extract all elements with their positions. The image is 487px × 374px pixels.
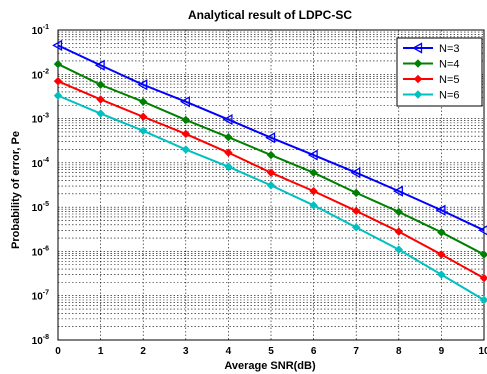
series-marker bbox=[437, 250, 446, 259]
series-marker bbox=[413, 90, 423, 99]
x-tick-label: 5 bbox=[268, 346, 274, 357]
series-marker bbox=[351, 188, 361, 198]
series-marker bbox=[53, 91, 63, 100]
series-marker bbox=[181, 115, 191, 125]
series-n-6 bbox=[53, 91, 487, 305]
series-marker bbox=[53, 76, 63, 86]
legend-label: N=5 bbox=[439, 74, 460, 86]
series-marker bbox=[309, 201, 318, 210]
y-tick-label: 10-6 bbox=[32, 245, 49, 258]
chart-title: Analytical result of LDPC-SC bbox=[188, 8, 352, 22]
series-marker bbox=[394, 245, 404, 254]
x-tick-label: 2 bbox=[140, 346, 146, 357]
series-marker bbox=[307, 149, 318, 161]
series-marker bbox=[392, 185, 403, 197]
y-tick-label: 10-1 bbox=[32, 24, 49, 37]
series-line bbox=[57, 44, 485, 232]
series-marker bbox=[222, 113, 233, 126]
series-marker bbox=[309, 186, 318, 196]
x-tick-label: 6 bbox=[311, 346, 317, 357]
y-tick-label: 10-7 bbox=[32, 290, 49, 303]
series-marker bbox=[350, 167, 361, 179]
series-marker bbox=[224, 132, 233, 142]
y-tick-label: 10-3 bbox=[32, 113, 49, 126]
series-marker bbox=[435, 204, 446, 216]
series-marker bbox=[351, 223, 361, 232]
series-marker bbox=[94, 59, 105, 71]
x-tick-label: 3 bbox=[183, 346, 189, 357]
series-marker bbox=[437, 228, 446, 237]
x-axis-label: Average SNR(dB) bbox=[224, 360, 316, 372]
series-marker bbox=[138, 97, 148, 106]
legend-item: N=3 bbox=[403, 42, 460, 55]
series-marker bbox=[137, 79, 148, 91]
series-marker bbox=[351, 206, 361, 216]
x-tick-labels: 0 1 2 3 4 5 6 7 8 9 10 bbox=[55, 346, 487, 357]
series-marker bbox=[52, 39, 63, 51]
series-n-4 bbox=[53, 59, 487, 259]
x-tick-label: 7 bbox=[353, 346, 359, 357]
series-marker bbox=[224, 148, 233, 157]
series-marker bbox=[479, 250, 487, 259]
series-marker bbox=[138, 126, 148, 135]
x-tick-label: 4 bbox=[226, 346, 232, 357]
legend-label: N=3 bbox=[439, 43, 460, 55]
legend-item: N=5 bbox=[403, 74, 460, 86]
legend-item: N=4 bbox=[403, 59, 460, 71]
x-tick-label: 8 bbox=[396, 346, 402, 357]
y-tick-labels: 10-8 10-7 10-6 10-5 10-4 10-3 10-2 10-1 bbox=[32, 24, 49, 347]
legend-label: N=4 bbox=[439, 59, 460, 71]
series-marker bbox=[96, 109, 105, 118]
plot-frame bbox=[57, 29, 485, 341]
series-marker bbox=[179, 96, 190, 108]
series-layer bbox=[52, 39, 487, 305]
series-marker bbox=[181, 145, 191, 154]
series-marker bbox=[478, 225, 487, 236]
y-tick-label: 10-8 bbox=[32, 334, 49, 347]
series-marker bbox=[394, 207, 404, 217]
x-tick-label: 10 bbox=[478, 346, 487, 357]
series-marker bbox=[479, 295, 487, 305]
series-n-5 bbox=[53, 76, 487, 283]
series-marker bbox=[309, 168, 318, 177]
legend-item: N=6 bbox=[403, 90, 460, 102]
series-marker bbox=[413, 74, 423, 84]
series-marker bbox=[96, 95, 105, 104]
series-marker bbox=[266, 150, 276, 160]
y-tick-label: 10-5 bbox=[32, 201, 49, 214]
series-marker bbox=[96, 80, 105, 89]
series-n-3 bbox=[52, 39, 487, 236]
y-tick-label: 10-2 bbox=[32, 68, 49, 81]
series-marker bbox=[394, 227, 404, 236]
series-marker bbox=[181, 129, 191, 139]
series-marker bbox=[138, 112, 148, 121]
series-marker bbox=[437, 270, 446, 279]
x-tick-label: 9 bbox=[439, 346, 445, 357]
legend-label: N=6 bbox=[439, 90, 460, 102]
x-tick-label: 1 bbox=[98, 346, 104, 357]
series-marker bbox=[266, 181, 276, 190]
x-tick-label: 0 bbox=[55, 346, 61, 357]
series-marker bbox=[479, 273, 487, 283]
series-marker bbox=[265, 132, 276, 144]
legend: N=3 N=4 N=5 N=6 bbox=[396, 37, 483, 107]
series-marker bbox=[53, 59, 63, 69]
series-marker bbox=[266, 168, 276, 177]
series-marker bbox=[413, 59, 423, 68]
y-axis-label: Probability of error, Pe bbox=[10, 131, 22, 249]
y-tick-label: 10-4 bbox=[32, 157, 49, 170]
series-marker bbox=[224, 162, 233, 171]
series-marker bbox=[412, 42, 423, 54]
